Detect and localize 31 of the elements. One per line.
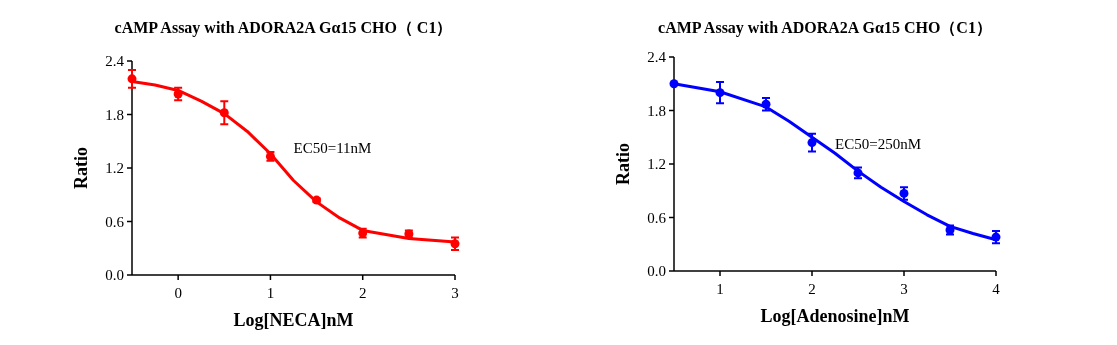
y-tick-label: 0.0: [647, 263, 666, 279]
point: [219, 108, 229, 118]
y-tick-label: 1.2: [105, 160, 124, 176]
x-tick-label: 2: [358, 285, 367, 301]
y-tick-label: 0.6: [105, 213, 125, 230]
y-tick-label: 2.4: [105, 53, 125, 69]
x-tick-label: 3: [900, 281, 908, 297]
x-tick-label: 4: [992, 281, 1001, 297]
y-tick-label: 0.6: [647, 209, 667, 226]
x-tick-label: 1: [716, 281, 724, 297]
chart-title: cAMP Assay with ADORA2A Gα15 CHO（C1）: [658, 19, 992, 37]
y-tick-label: 1.2: [647, 156, 666, 172]
y-axis-title: Ratio: [71, 147, 91, 189]
x-axis-title: Log[NECA]nM: [233, 310, 354, 330]
annotation: EC50=11nM: [293, 140, 372, 157]
x-tick-label: 2: [808, 281, 816, 297]
x-axis-title: Log[Adenosine]nM: [760, 306, 910, 326]
x-tick-label: 1: [266, 285, 275, 301]
y-tick-label: 0.0: [105, 267, 124, 283]
point: [807, 138, 817, 148]
x-tick-label: 3: [451, 285, 459, 301]
chart-title: cAMP Assay with ADORA2A Gα15 CHO（ C1）: [114, 19, 453, 37]
annotation: EC50=250nM: [835, 136, 921, 153]
x-tick-label: 0: [174, 285, 182, 301]
y-tick-label: 1.8: [105, 106, 124, 123]
point: [669, 79, 679, 89]
point: [715, 88, 725, 98]
y-axis-title: Ratio: [613, 143, 633, 185]
y-tick-label: 1.8: [647, 102, 666, 119]
point: [127, 74, 137, 84]
y-tick-label: 2.4: [647, 49, 667, 65]
